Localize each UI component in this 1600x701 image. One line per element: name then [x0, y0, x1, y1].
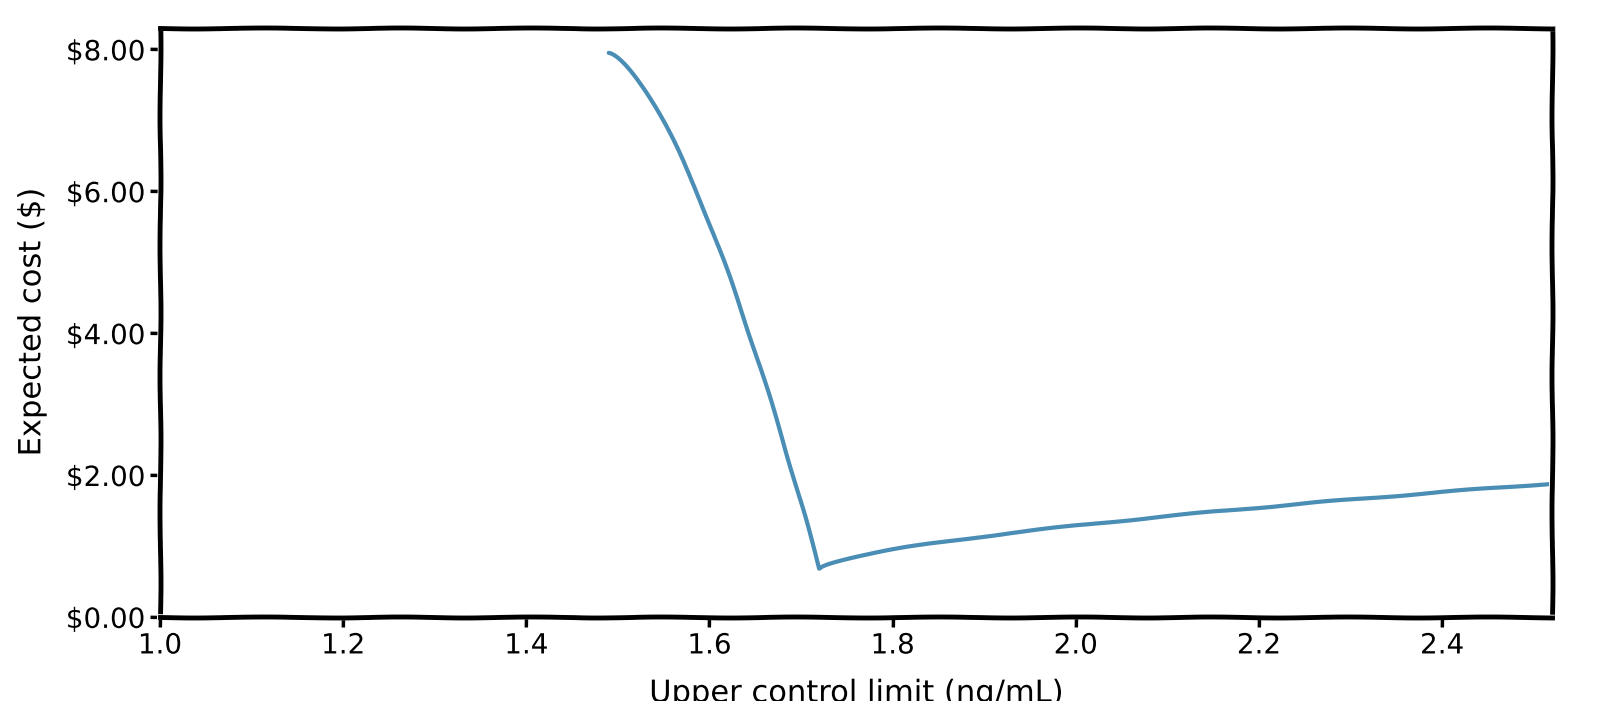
Y-axis label: Expected cost ($): Expected cost ($): [18, 189, 46, 456]
X-axis label: Upper control limit (ng/mL): Upper control limit (ng/mL): [650, 679, 1062, 701]
